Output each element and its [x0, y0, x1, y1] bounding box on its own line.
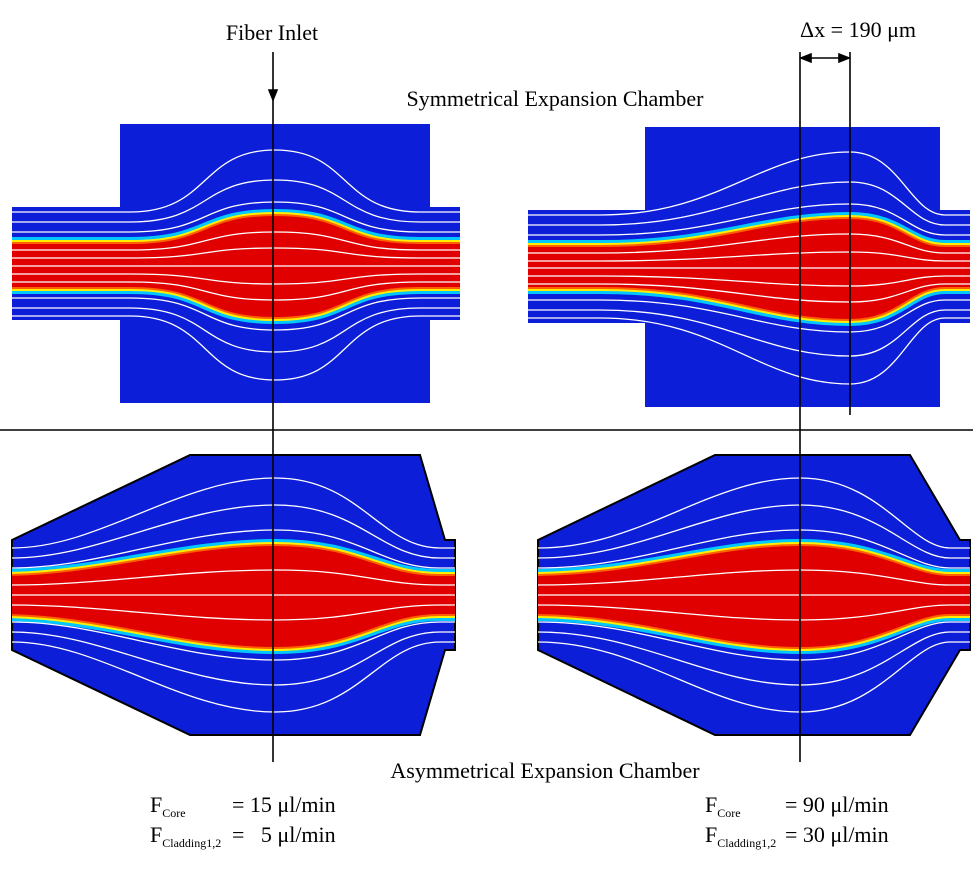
asymmetric-chamber-low-flow: [11, 454, 456, 736]
cladding-value: = 5 μl/min: [232, 822, 336, 847]
symbol: F: [150, 822, 162, 847]
flow-conditions-right: FCore = 90 μl/min FCladding1,2 = 30 μl/m…: [705, 792, 889, 850]
bottom-title: Asymmetrical Expansion Chamber: [390, 758, 700, 783]
symmetric-chamber-low-flow: [12, 124, 460, 403]
top-title: Symmetrical Expansion Chamber: [407, 86, 705, 111]
delta-x-label: Δx = 190 μm: [800, 17, 916, 42]
cladding-formula: FCladding1,2: [150, 822, 221, 850]
core-value: = 15 μl/min: [232, 792, 336, 817]
subscript: Core: [162, 806, 185, 820]
core-formula: FCore: [150, 792, 186, 820]
subscript: Core: [717, 806, 740, 820]
symbol: F: [705, 792, 717, 817]
subscript: Cladding1,2: [162, 836, 221, 850]
symbol: F: [150, 792, 162, 817]
fiber-inlet-label: Fiber Inlet: [226, 20, 318, 45]
subscript: Cladding1,2: [717, 836, 776, 850]
core-value: = 90 μl/min: [785, 792, 889, 817]
cladding-value: = 30 μl/min: [785, 822, 889, 847]
core-formula: FCore: [705, 792, 741, 820]
cladding-formula: FCladding1,2: [705, 822, 776, 850]
symbol: F: [705, 822, 717, 847]
reference-lines: [0, 52, 973, 762]
symmetric-chamber-high-flow: [528, 127, 970, 407]
asymmetric-chamber-high-flow: [537, 454, 971, 736]
flow-conditions-left: FCore = 15 μl/min FCladding1,2 = 5 μl/mi…: [150, 792, 336, 850]
